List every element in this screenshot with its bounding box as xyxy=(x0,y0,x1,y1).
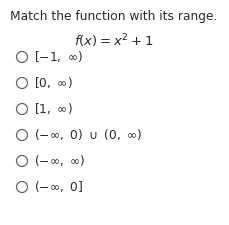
Text: $[-1,\ \infty)$: $[-1,\ \infty)$ xyxy=(34,50,83,65)
Text: $\it{f}$$(x) = x^2 + 1$: $\it{f}$$(x) = x^2 + 1$ xyxy=(74,32,154,50)
Text: $[0,\ \infty)$: $[0,\ \infty)$ xyxy=(34,76,73,90)
Circle shape xyxy=(16,77,27,88)
Circle shape xyxy=(16,52,27,63)
Text: $(-\infty,\ 0)\ \cup\ (0,\ \infty)$: $(-\infty,\ 0)\ \cup\ (0,\ \infty)$ xyxy=(34,128,142,142)
Text: Match the function with its range.: Match the function with its range. xyxy=(10,10,218,23)
Text: $(-\infty,\ \infty)$: $(-\infty,\ \infty)$ xyxy=(34,153,85,169)
Circle shape xyxy=(16,130,27,140)
Circle shape xyxy=(16,182,27,193)
Text: $[1,\ \infty)$: $[1,\ \infty)$ xyxy=(34,101,73,117)
Text: $(-\infty,\ 0]$: $(-\infty,\ 0]$ xyxy=(34,180,83,194)
Circle shape xyxy=(16,155,27,166)
Circle shape xyxy=(16,104,27,115)
